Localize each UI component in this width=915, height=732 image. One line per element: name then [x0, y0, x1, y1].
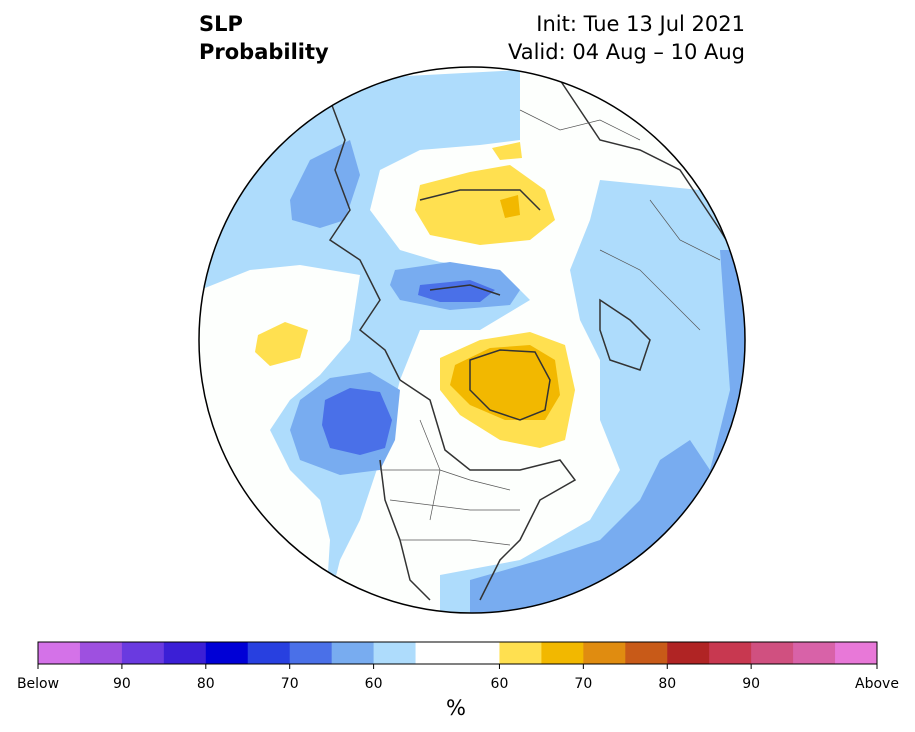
colorbar-cell — [247, 642, 291, 664]
title-right: Init: Tue 13 Jul 2021 Valid: 04 Aug – 10… — [508, 10, 745, 66]
colorbar-frame — [37, 641, 878, 665]
probability-field — [199, 67, 745, 613]
title-left: SLP Probability — [199, 10, 329, 66]
title-type: Probability — [199, 40, 329, 64]
above-55-siberia — [415, 165, 555, 245]
colorbar-tick-label: 90 — [113, 676, 131, 692]
colorbar-tick-label: 80 — [197, 676, 215, 692]
above-55-small — [492, 142, 522, 160]
colorbar-cell — [205, 642, 249, 664]
colorbar-tick-label: 60 — [365, 676, 383, 692]
colorbar-cell — [121, 642, 165, 664]
polar-map — [198, 66, 746, 614]
colorbar-tick-label: 60 — [491, 676, 509, 692]
below-60-siberia — [290, 140, 360, 228]
colorbar-tick-label: Above — [855, 676, 899, 692]
colorbar-tick-label: Below — [17, 676, 59, 692]
above-60-siberia — [500, 195, 520, 218]
colorbar-cell — [499, 642, 542, 664]
above-55-pacific — [255, 322, 308, 366]
colorbar-cell — [835, 642, 878, 664]
colorbar-cell — [79, 642, 123, 664]
below-65-pacific — [322, 388, 392, 455]
colorbar-cell — [541, 642, 584, 664]
colorbar-cell — [331, 642, 375, 664]
above-60-greenland — [450, 345, 560, 420]
title-variable: SLP — [199, 12, 243, 36]
colorbar-cell — [709, 642, 752, 664]
colorbar-cell — [457, 642, 500, 664]
colorbar-cell — [583, 642, 626, 664]
map-boundary — [198, 66, 746, 614]
colorbar-cell — [38, 642, 81, 664]
colorbar-tick-label: 70 — [281, 676, 299, 692]
colorbar-cell — [751, 642, 794, 664]
init-date: Init: Tue 13 Jul 2021 — [536, 12, 745, 36]
colorbar-tick-label: 90 — [742, 676, 760, 692]
colorbar-tick-label: 70 — [574, 676, 592, 692]
colorbar-cell — [667, 642, 710, 664]
colorbar-cell — [625, 642, 668, 664]
colorbar-cell — [163, 642, 207, 664]
colorbar-cell — [373, 642, 417, 664]
colorbar-cell — [793, 642, 836, 664]
colorbar-cell — [289, 642, 333, 664]
below-65-arctic — [418, 280, 495, 302]
borders — [380, 109, 721, 546]
colorbar-cell — [415, 642, 458, 664]
valid-range: Valid: 04 Aug – 10 Aug — [507, 40, 745, 64]
colorbar-tick-label: 80 — [658, 676, 676, 692]
colorbar-unit: % — [446, 696, 466, 720]
